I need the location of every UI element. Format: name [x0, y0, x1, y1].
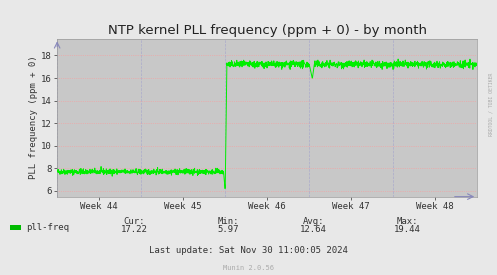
- Text: 12.64: 12.64: [300, 226, 327, 234]
- Text: Max:: Max:: [397, 217, 418, 226]
- Text: 17.22: 17.22: [121, 226, 148, 234]
- Y-axis label: PLL frequency (ppm + 0): PLL frequency (ppm + 0): [29, 56, 38, 179]
- Text: 5.97: 5.97: [218, 226, 240, 234]
- Text: RRDTOOL / TOBI OETIKER: RRDTOOL / TOBI OETIKER: [489, 73, 494, 136]
- Text: Avg:: Avg:: [302, 217, 324, 226]
- Text: 19.44: 19.44: [394, 226, 421, 234]
- Text: Munin 2.0.56: Munin 2.0.56: [223, 265, 274, 271]
- Text: Min:: Min:: [218, 217, 240, 226]
- Title: NTP kernel PLL frequency (ppm + 0) - by month: NTP kernel PLL frequency (ppm + 0) - by …: [108, 24, 426, 37]
- Text: Cur:: Cur:: [123, 217, 145, 226]
- Text: Last update: Sat Nov 30 11:00:05 2024: Last update: Sat Nov 30 11:00:05 2024: [149, 246, 348, 255]
- Text: pll-freq: pll-freq: [26, 223, 69, 232]
